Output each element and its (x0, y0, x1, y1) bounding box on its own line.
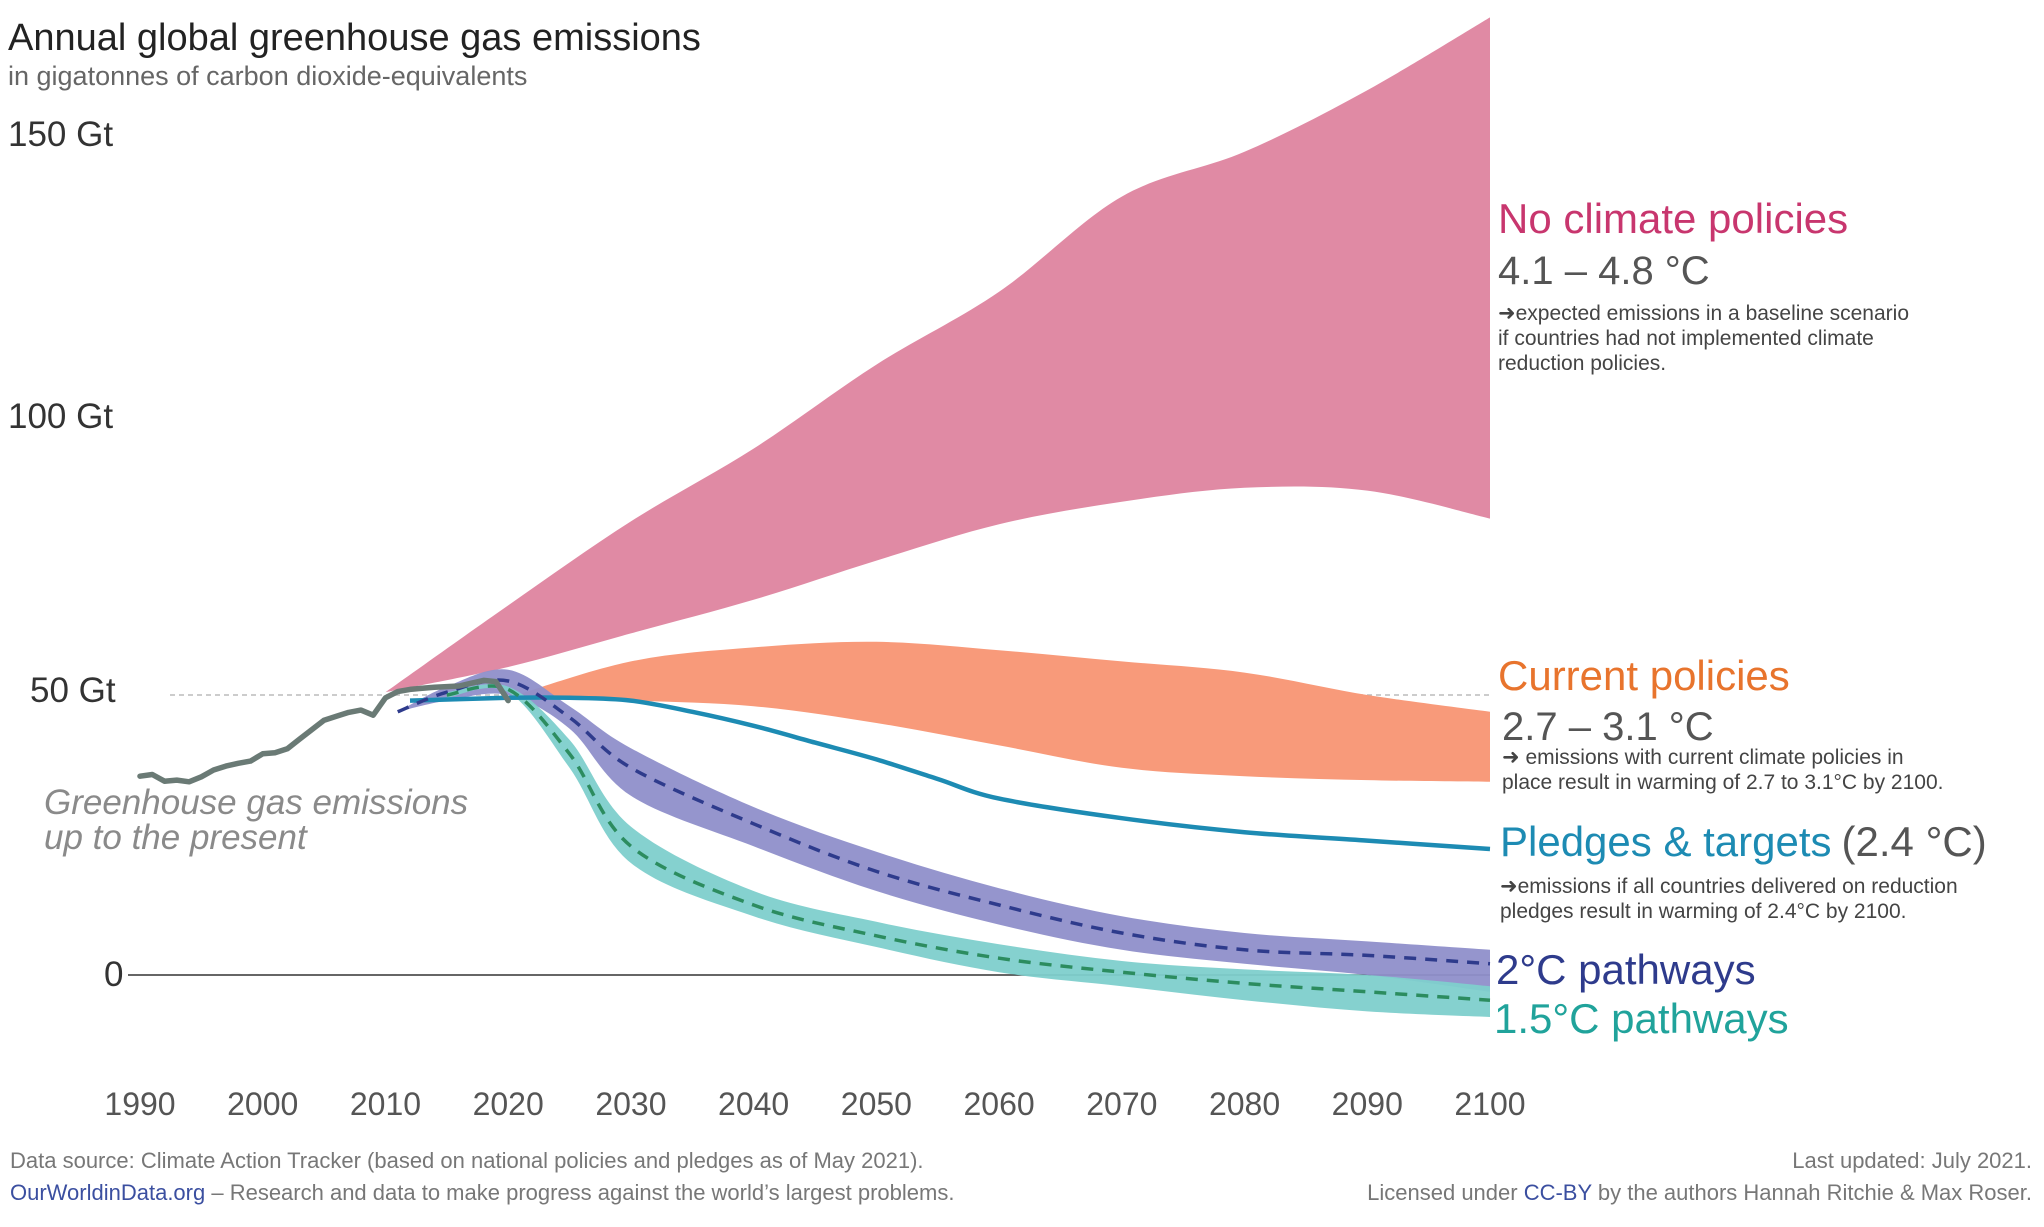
x-tick-2020: 2020 (473, 1086, 544, 1122)
y-tick-50: 50 Gt (30, 671, 116, 710)
y-tick-100: 100 Gt (8, 397, 113, 436)
label-no-policies: No climate policies (1498, 195, 1848, 242)
no-policies-band (385, 17, 1490, 693)
history-label-line1: Greenhouse gas emissions (44, 783, 468, 822)
x-tick-2100: 2100 (1454, 1086, 1525, 1122)
current-policies-band (508, 641, 1490, 782)
x-tick-2030: 2030 (595, 1086, 666, 1122)
cc-by-link[interactable]: CC-BY (1524, 1180, 1593, 1205)
label-1-5c-pathways: 1.5°C pathways (1494, 995, 1789, 1042)
note-current-policies-1: ➜ emissions with current climate policie… (1502, 746, 1904, 769)
1-5c-pathways-band (446, 684, 1490, 1017)
footer-source: Data source: Climate Action Tracker (bas… (10, 1148, 924, 1173)
owid-link[interactable]: OurWorldinData.org (10, 1180, 205, 1205)
x-tick-2050: 2050 (841, 1086, 912, 1122)
x-tick-2000: 2000 (227, 1086, 298, 1122)
label-pledges: Pledges & targets (2.4 °C) (1500, 818, 1987, 865)
arrow-right-icon: ➜ (1502, 746, 1525, 769)
2c-pathways-band (397, 669, 1491, 992)
x-tick-2070: 2070 (1086, 1086, 1157, 1122)
x-tick-2040: 2040 (718, 1086, 789, 1122)
note-current-policies-2: place result in warming of 2.7 to 3.1°C … (1502, 771, 1943, 794)
chart-title: Annual global greenhouse gas emissions (8, 17, 701, 59)
footer-license: Licensed under CC-BY by the authors Hann… (1367, 1180, 2032, 1205)
note-pledges-2: pledges result in warming of 2.4°C by 21… (1500, 900, 1906, 923)
history-line (137, 677, 511, 785)
1-5c-pathways-midline (446, 684, 1491, 1002)
arrow-right-icon: ➜ (1500, 875, 1518, 898)
x-axis-ticks: 1990 2000 2010 2020 2030 2040 2050 2060 2070 2080… (104, 1086, 1525, 1122)
label-current-policies: Current policies (1498, 652, 1790, 699)
x-tick-2090: 2090 (1332, 1086, 1403, 1122)
x-tick-2080: 2080 (1209, 1086, 1280, 1122)
temp-current-policies: 2.7 – 3.1 °C (1502, 705, 1714, 749)
note-pledges-1: ➜emissions if all countries delivered on… (1500, 875, 1958, 898)
footer-updated: Last updated: July 2021. (1792, 1148, 2032, 1173)
x-tick-2010: 2010 (350, 1086, 421, 1122)
temp-no-policies: 4.1 – 4.8 °C (1498, 249, 1710, 293)
2c-pathways-midline (397, 678, 1491, 966)
history-label-line2: up to the present (44, 818, 308, 857)
note-no-policies-3: reduction policies. (1498, 352, 1666, 375)
note-no-policies-1: ➜expected emissions in a baseline scenar… (1498, 302, 1909, 325)
scenario-lines (137, 677, 1491, 1002)
scenario-areas (385, 17, 1491, 1017)
arrow-right-icon: ➜ (1498, 302, 1516, 325)
footer-tagline: OurWorldinData.org – Research and data t… (10, 1180, 954, 1205)
chart-subtitle: in gigatonnes of carbon dioxide-equivale… (8, 61, 527, 91)
note-no-policies-2: if countries had not implemented climate (1498, 327, 1874, 350)
y-tick-150: 150 Gt (8, 115, 113, 154)
x-tick-2060: 2060 (963, 1086, 1034, 1122)
y-tick-0: 0 (104, 955, 123, 994)
pledges-line (409, 695, 1491, 852)
label-2c-pathways: 2°C pathways (1496, 946, 1756, 993)
x-tick-1990: 1990 (104, 1086, 175, 1122)
